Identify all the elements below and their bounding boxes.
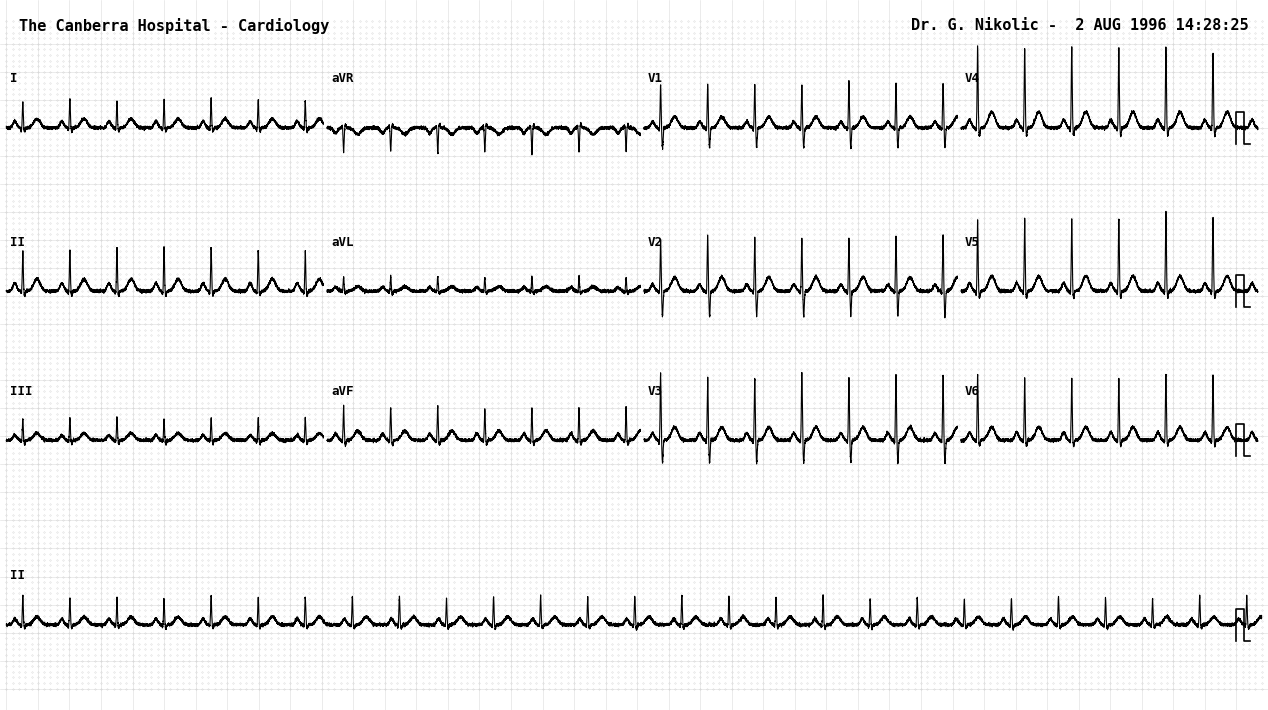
- Text: I: I: [10, 72, 18, 85]
- Text: V6: V6: [965, 385, 980, 398]
- Text: V5: V5: [965, 236, 980, 248]
- Text: aVL: aVL: [331, 236, 354, 248]
- Text: The Canberra Hospital - Cardiology: The Canberra Hospital - Cardiology: [19, 18, 330, 34]
- Text: V3: V3: [648, 385, 663, 398]
- Text: III: III: [10, 385, 33, 398]
- Text: aVR: aVR: [331, 72, 354, 85]
- Text: V1: V1: [648, 72, 663, 85]
- Text: aVF: aVF: [331, 385, 354, 398]
- Text: II: II: [10, 236, 25, 248]
- Text: V4: V4: [965, 72, 980, 85]
- Text: V2: V2: [648, 236, 663, 248]
- Text: II: II: [10, 569, 25, 582]
- Text: Dr. G. Nikolic -  2 AUG 1996 14:28:25: Dr. G. Nikolic - 2 AUG 1996 14:28:25: [912, 18, 1249, 33]
